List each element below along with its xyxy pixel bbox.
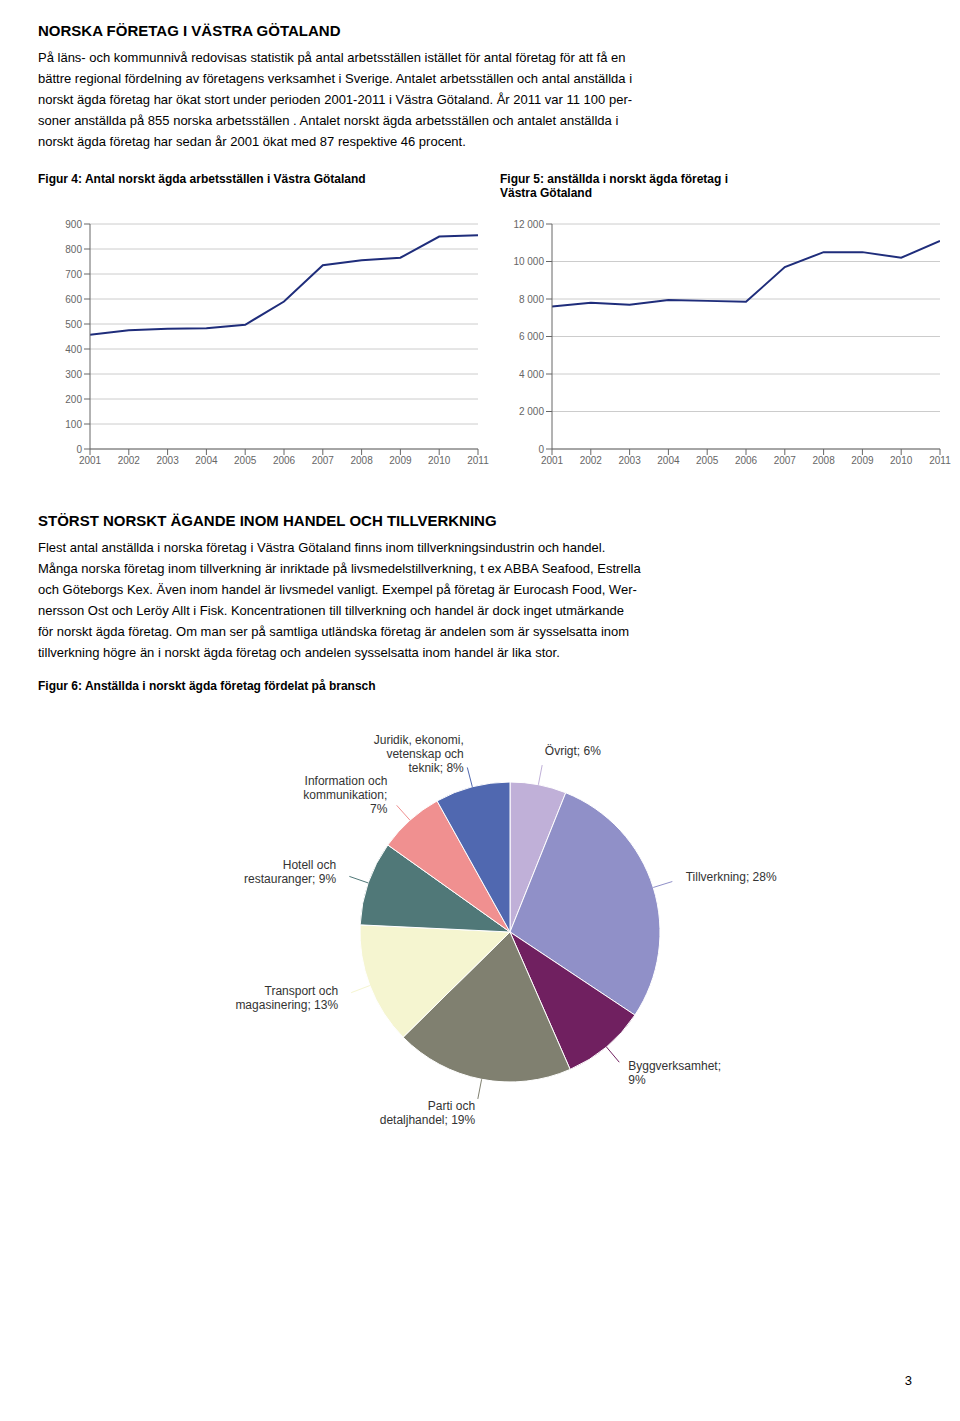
svg-text:600: 600 — [65, 294, 82, 305]
svg-text:0: 0 — [538, 444, 544, 455]
svg-text:2004: 2004 — [657, 455, 680, 466]
svg-text:2001: 2001 — [541, 455, 564, 466]
svg-text:800: 800 — [65, 244, 82, 255]
svg-text:2003: 2003 — [156, 455, 179, 466]
svg-text:8 000: 8 000 — [519, 294, 544, 305]
svg-text:2010: 2010 — [428, 455, 451, 466]
svg-text:2008: 2008 — [350, 455, 373, 466]
svg-text:2006: 2006 — [735, 455, 758, 466]
svg-text:200: 200 — [65, 394, 82, 405]
svg-text:Övrigt; 6%: Övrigt; 6% — [545, 744, 601, 758]
svg-text:300: 300 — [65, 369, 82, 380]
html-text:Figur 5: anställda i norskt äg: Figur 5: anställda i norskt ägda företag… — [500, 172, 728, 200]
svg-text:400: 400 — [65, 344, 82, 355]
svg-text:4 000: 4 000 — [519, 369, 544, 380]
svg-text:2007: 2007 — [774, 455, 797, 466]
svg-text:2008: 2008 — [812, 455, 835, 466]
svg-text:Byggverksamhet;9%: Byggverksamhet;9% — [628, 1059, 721, 1087]
svg-text:2011: 2011 — [467, 455, 489, 466]
svg-text:2011: 2011 — [929, 455, 951, 466]
svg-text:2005: 2005 — [234, 455, 257, 466]
svg-text:2001: 2001 — [79, 455, 102, 466]
html-text:STÖRST NORSKT ÄGANDE INOM HAND: STÖRST NORSKT ÄGANDE INOM HANDEL OCH TIL… — [38, 512, 497, 529]
svg-text:2002: 2002 — [118, 455, 141, 466]
html-text:NORSKA FÖRETAG I VÄSTRA GÖTALA: NORSKA FÖRETAG I VÄSTRA GÖTALAND — [38, 22, 341, 39]
svg-text:Juridik, ekonomi,vetenskap och: Juridik, ekonomi,vetenskap ochteknik; 8% — [374, 733, 464, 775]
svg-text:100: 100 — [65, 419, 82, 430]
svg-text:Transport ochmagasinering; 13%: Transport ochmagasinering; 13% — [235, 984, 338, 1012]
svg-text:2006: 2006 — [273, 455, 296, 466]
svg-text:2009: 2009 — [851, 455, 874, 466]
html-text:Flest antal anställda i norska: Flest antal anställda i norska företag i… — [38, 540, 641, 660]
svg-text:2007: 2007 — [312, 455, 335, 466]
svg-text:2 000: 2 000 — [519, 406, 544, 417]
svg-text:2005: 2005 — [696, 455, 719, 466]
svg-text:6 000: 6 000 — [519, 331, 544, 342]
svg-text:Hotell ochrestauranger; 9%: Hotell ochrestauranger; 9% — [244, 858, 336, 886]
svg-text:Information ochkommunikation;7: Information ochkommunikation;7% — [303, 774, 387, 816]
svg-text:Parti ochdetaljhandel; 19%: Parti ochdetaljhandel; 19% — [380, 1099, 476, 1127]
svg-text:12 000: 12 000 — [513, 219, 544, 230]
svg-text:10 000: 10 000 — [513, 256, 544, 267]
svg-text:2010: 2010 — [890, 455, 913, 466]
html-text:3: 3 — [904, 1373, 912, 1388]
svg-text:900: 900 — [65, 219, 82, 230]
svg-text:700: 700 — [65, 269, 82, 280]
html-text:Figur 6: Anställda i norskt äg: Figur 6: Anställda i norskt ägda företag… — [38, 679, 376, 693]
svg-text:500: 500 — [65, 319, 82, 330]
svg-text:Tillverkning; 28%: Tillverkning; 28% — [686, 870, 777, 884]
html-text:Figur 4: Antal norskt ägda arb: Figur 4: Antal norskt ägda arbetsställen… — [38, 172, 366, 186]
svg-text:2003: 2003 — [618, 455, 641, 466]
svg-text:2004: 2004 — [195, 455, 218, 466]
svg-text:2002: 2002 — [580, 455, 603, 466]
svg-text:2009: 2009 — [389, 455, 412, 466]
svg-text:0: 0 — [76, 444, 82, 455]
html-text:På läns- och kommunnivå redovi: På läns- och kommunnivå redovisas statis… — [38, 50, 632, 149]
